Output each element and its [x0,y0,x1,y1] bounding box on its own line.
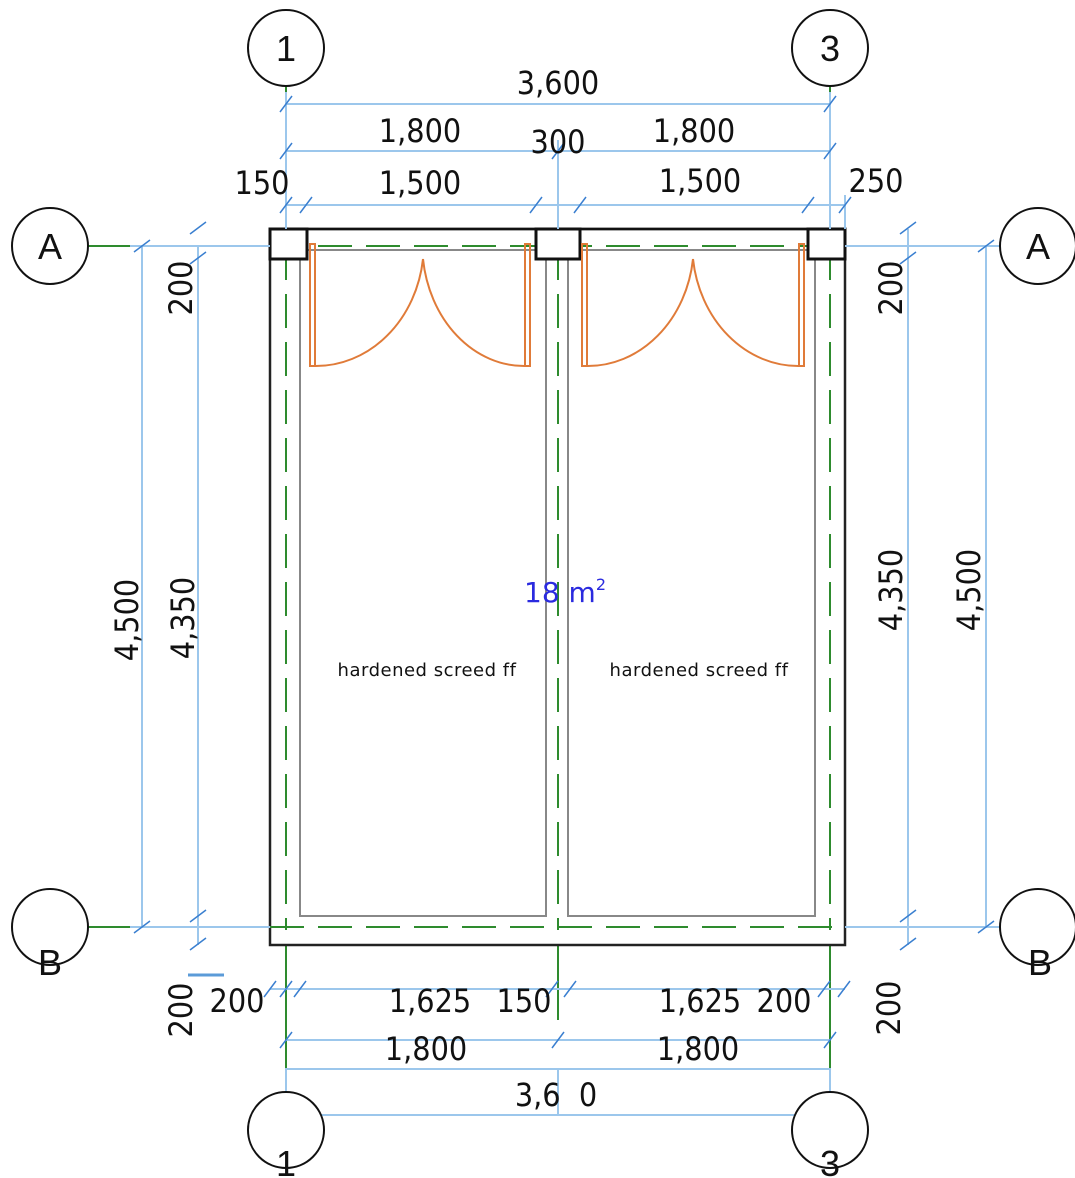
svg-text:A: A [38,226,62,267]
dim-top-overall: 3,600 [517,64,599,102]
svg-text:B: B [38,942,62,983]
grid-bubble-left-b: B [11,888,89,983]
dim-top-center: 300 [531,123,586,161]
grid-lines-over-walls [270,245,845,930]
dimensions-bottom [188,973,851,1116]
svg-text:3: 3 [820,28,840,69]
dim-top-half-right: 1,800 [653,112,735,150]
grid-bubble-right-b: B [999,888,1075,983]
svg-text:1: 1 [276,1143,296,1178]
column-a1 [268,227,309,261]
dim-bottom-right-outer: 200 [870,981,908,1036]
dim-top-clear-right: 1,500 [659,162,741,200]
dim-bottom-overall: 3,6 0 [515,1076,597,1114]
svg-text:3: 3 [820,1143,840,1178]
dim-right-overall: 4,500 [950,549,988,631]
svg-text:B: B [1028,942,1052,983]
svg-text:A: A [1026,226,1050,267]
dimensions-right [845,221,1000,951]
dim-left-clear: 4,350 [164,577,202,659]
dim-top-clear-left: 1,500 [379,164,461,202]
grid-bubble-bottom-1: 1 [247,1091,325,1178]
column-a3 [806,227,847,261]
dimensions-left [130,221,270,951]
column-a2 [534,227,582,261]
grid-bubble-right-a: A [999,207,1075,285]
dim-bottom-clear-right: 1,625 [659,982,741,1020]
dim-bottom-left-wall: 200 [210,982,265,1020]
dim-left-top: 200 [162,261,200,316]
dim-left-overall: 4,500 [108,579,146,661]
dim-right-top: 200 [872,261,910,316]
dim-top-right-edge: 250 [849,162,904,200]
dim-top-half-left: 1,800 [379,112,461,150]
dim-bottom-center: 150 [497,982,552,1020]
area-tag: 18 m2 [524,575,606,609]
door-left [309,243,531,368]
dim-bottom-right-wall: 200 [757,982,812,1020]
dim-bottom-left-outer: 200 [162,983,200,1038]
dim-right-clear: 4,350 [872,549,910,631]
dim-bottom-clear-left: 1,625 [389,982,471,1020]
dim-top-left-edge: 150 [235,164,290,202]
room-label-right: hardened screed ff [610,660,789,681]
dim-bottom-half-left: 1,800 [385,1030,467,1068]
dim-bottom-half-right: 1,800 [657,1030,739,1068]
room-label-left: hardened screed ff [338,660,517,681]
grid-bubble-top-1: 1 [247,9,325,87]
dimensions-top [279,92,852,229]
grid-bubble-left-a: A [11,207,89,285]
door-right [581,243,805,368]
grid-bubble-bottom-3: 3 [791,1091,869,1178]
svg-text:1: 1 [276,28,296,69]
grid-bubble-top-3: 3 [791,9,869,87]
